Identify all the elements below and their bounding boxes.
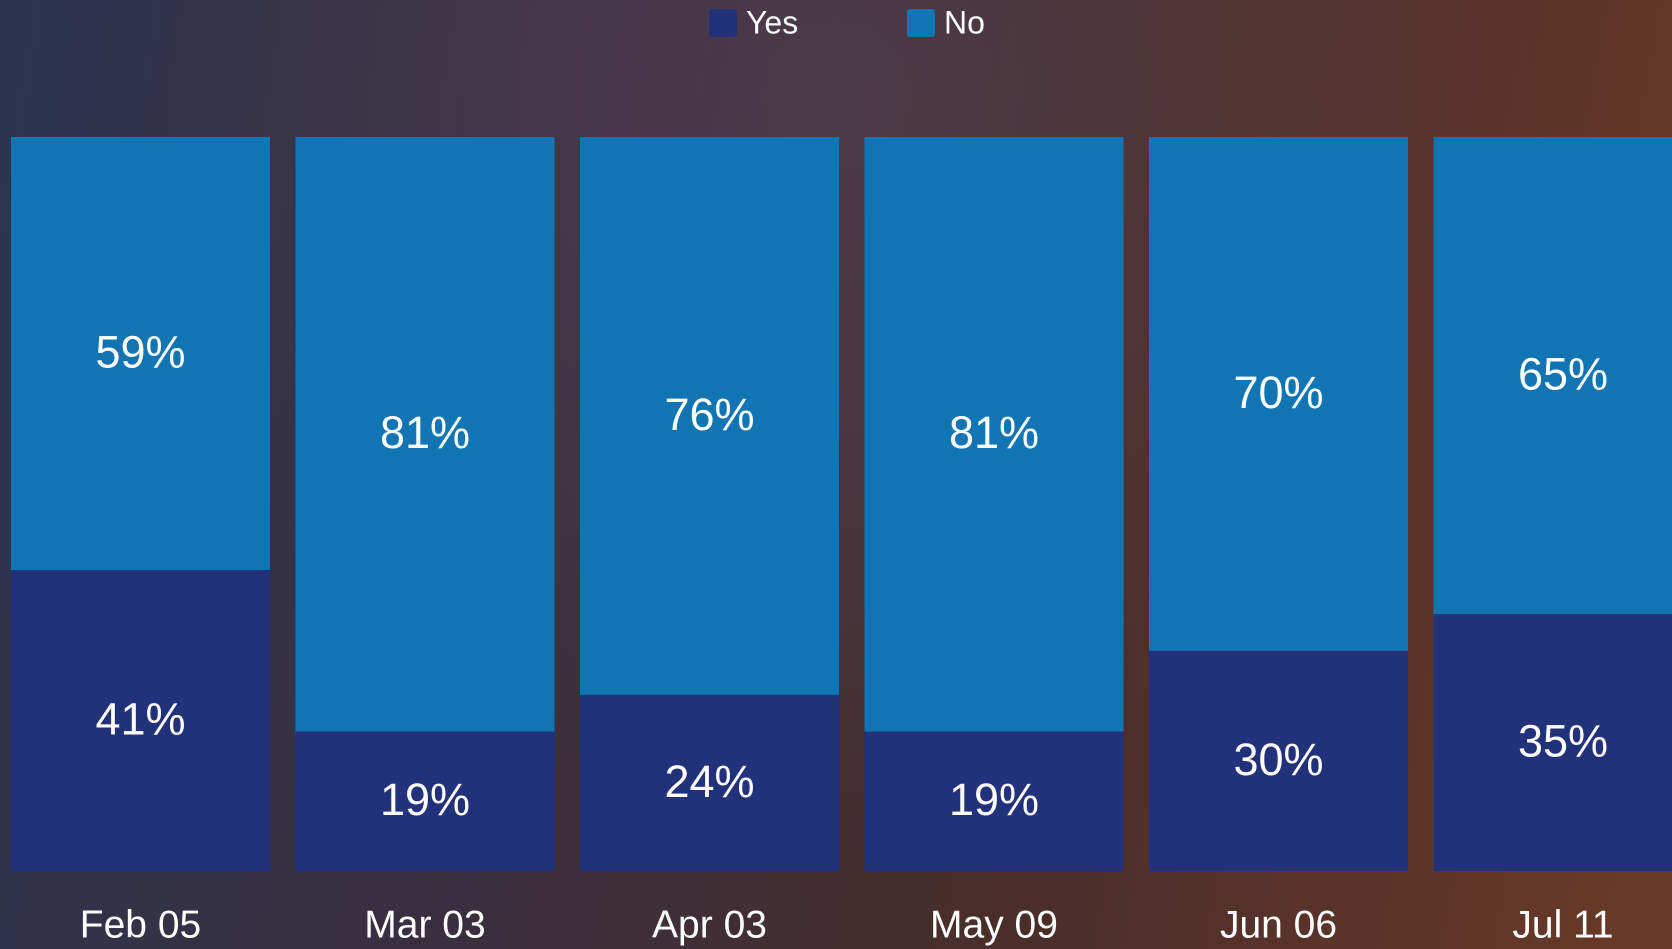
- value-label: 70%: [1233, 367, 1323, 418]
- value-label: 19%: [380, 774, 470, 825]
- value-label: 30%: [1233, 734, 1323, 785]
- value-label: 35%: [1518, 715, 1608, 766]
- value-label: 19%: [949, 774, 1039, 825]
- legend-label: No: [944, 4, 985, 40]
- value-label: 65%: [1518, 348, 1608, 399]
- page: Yes No 41% 59% Feb 05 19% 81% Mar 03 24% 76% Apr 0…: [0, 0, 1672, 949]
- x-tick-label: Apr 03: [652, 903, 767, 946]
- value-label: 59%: [95, 326, 185, 377]
- value-label: 81%: [380, 407, 470, 458]
- value-label: 81%: [949, 407, 1039, 458]
- chart: Yes No 41% 59% Feb 05 19% 81% Mar 03 24% 76% Apr 0…: [0, 0, 1672, 949]
- x-tick-label: Feb 05: [80, 903, 201, 946]
- x-tick-label: May 09: [930, 903, 1058, 946]
- x-tick-label: Jul 11: [1512, 903, 1613, 946]
- value-label: 76%: [664, 389, 754, 440]
- x-tick-label: Jun 06: [1220, 903, 1337, 946]
- legend-label: Yes: [746, 4, 798, 40]
- value-label: 41%: [95, 693, 185, 744]
- legend-swatch: [907, 9, 935, 37]
- x-tick-label: Mar 03: [364, 903, 485, 946]
- legend-swatch: [709, 9, 737, 37]
- value-label: 24%: [664, 756, 754, 807]
